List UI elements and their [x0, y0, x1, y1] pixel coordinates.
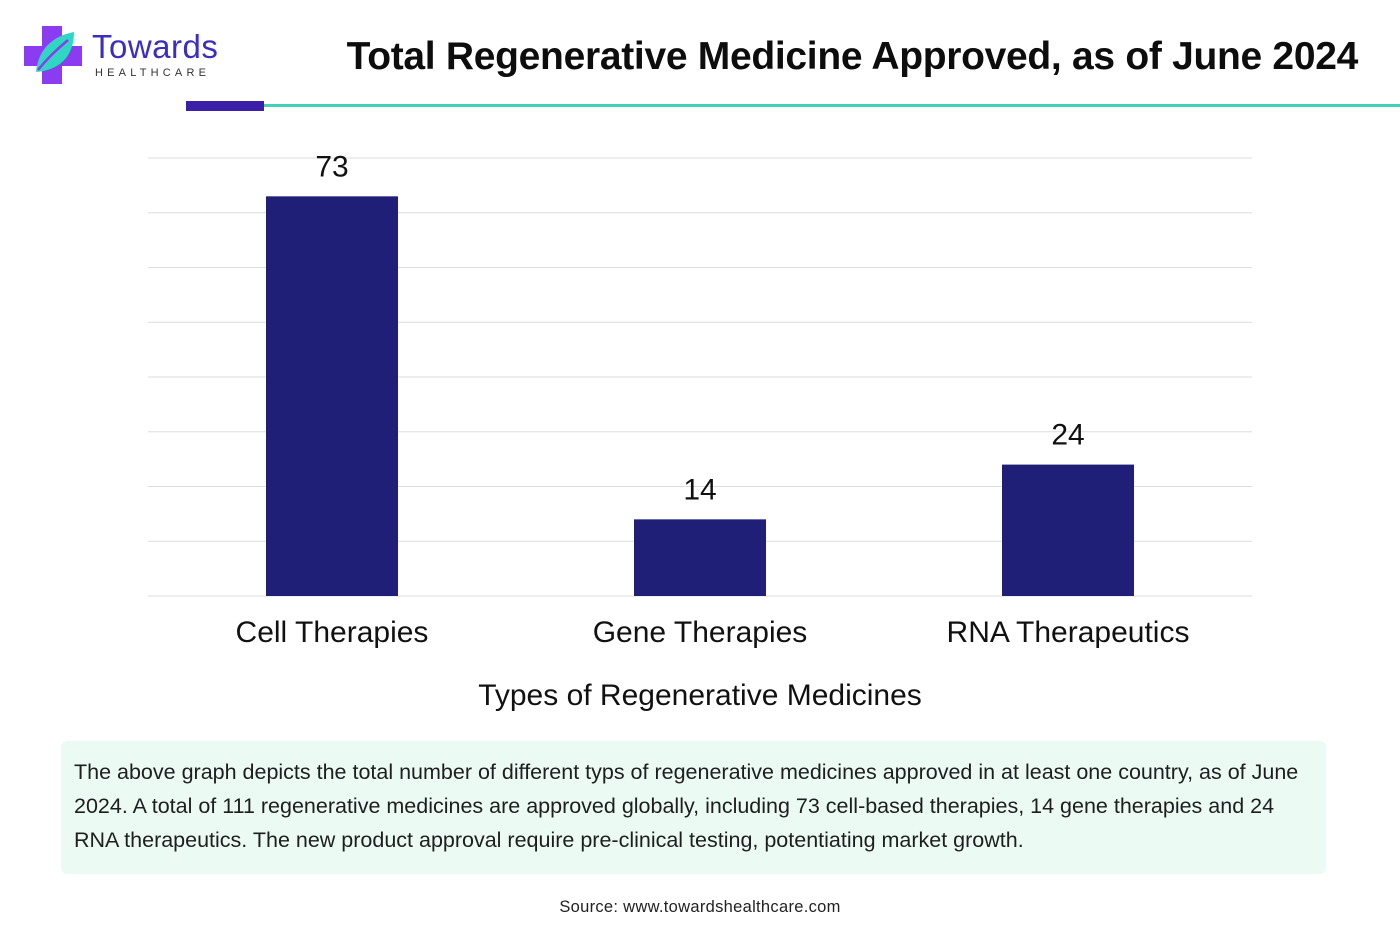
description-text: The above graph depicts the total number… — [74, 760, 1299, 852]
x-tick-label: RNA Therapeutics — [947, 616, 1190, 649]
data-label: 14 — [683, 473, 716, 506]
title-rule-line — [264, 104, 1400, 107]
title-rule-accent — [186, 101, 264, 111]
x-tick-label: Gene Therapies — [593, 616, 808, 649]
bar-chart: 73 Cell Therapies 14 Gene Therapies 24 RNA Th… — [148, 150, 1252, 649]
bar — [1002, 464, 1134, 596]
source-note: Source: www.towardshealthcare.com — [559, 898, 841, 916]
data-label: 73 — [315, 150, 348, 183]
brand-logo: Towards HEALTHCARE — [22, 24, 232, 88]
bar — [634, 519, 766, 596]
brand-name: Towards — [92, 28, 219, 65]
description-box: The above graph depicts the total number… — [61, 741, 1326, 874]
brand-tagline: HEALTHCARE — [95, 67, 211, 79]
x-axis-title: Types of Regenerative Medicines — [478, 679, 922, 712]
chart-title: Total Regenerative Medicine Approved, as… — [346, 35, 1359, 78]
x-tick-label: Cell Therapies — [236, 616, 429, 649]
data-label: 24 — [1051, 419, 1084, 452]
medical-cross-leaf-icon — [24, 26, 82, 84]
bar — [266, 196, 398, 596]
